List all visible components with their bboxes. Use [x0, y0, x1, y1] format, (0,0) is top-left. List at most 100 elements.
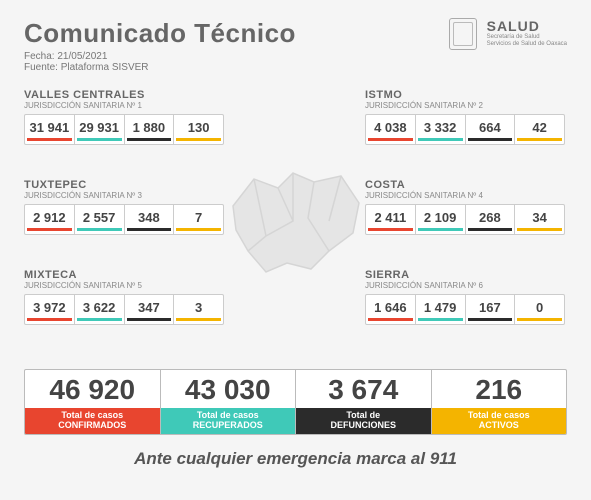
region-cell-value: 268 [468, 210, 513, 225]
region-cell-value: 1 880 [127, 120, 172, 135]
total-label: Total de casosRECUPERADOS [161, 408, 296, 434]
cell-underline [517, 228, 562, 231]
cell-underline [468, 318, 513, 321]
region-jurisdiction: JURISDICCIÓN SANITARIA Nº 6 [365, 281, 565, 290]
total-card: 216 Total de casosACTIVOS [432, 370, 567, 434]
cell-underline [368, 228, 413, 231]
cell-underline [418, 318, 463, 321]
total-value: 43 030 [161, 376, 296, 404]
region-cell-value: 34 [517, 210, 562, 225]
region-cells: 2 912 2 557 348 7 [24, 204, 224, 235]
cell-underline [368, 318, 413, 321]
region-cell-value: 1 646 [368, 300, 413, 315]
region-cell-value: 3 622 [77, 300, 122, 315]
cell-underline [77, 138, 122, 141]
region-card: VALLES CENTRALESJURISDICCIÓN SANITARIA N… [24, 89, 224, 145]
region-card: SIERRAJURISDICCIÓN SANITARIA Nº 61 6461 … [365, 269, 565, 325]
region-card: MIXTECAJURISDICCIÓN SANITARIA Nº 53 9723… [24, 269, 224, 325]
region-cell: 2 411 [366, 205, 416, 234]
region-cell: 347 [125, 295, 175, 324]
totals-panel: 46 920Total de casosCONFIRMADOS43 030Tot… [24, 369, 567, 435]
cell-underline [176, 318, 221, 321]
region-cell-value: 3 332 [418, 120, 463, 135]
region-cells: 1 646 1 479 167 0 [365, 294, 565, 325]
brand-sub1: Secretaría de Salud [487, 34, 567, 41]
header-left: Comunicado Técnico Fecha: 21/05/2021 Fue… [24, 18, 449, 73]
cell-underline [418, 138, 463, 141]
region-cell-value: 7 [176, 210, 221, 225]
total-label: Total deDEFUNCIONES [296, 408, 431, 434]
cell-underline [27, 138, 72, 141]
region-name: COSTA [365, 179, 565, 191]
region-cell: 3 332 [416, 115, 466, 144]
region-jurisdiction: JURISDICCIÓN SANITARIA Nº 4 [365, 191, 565, 200]
brand-sub2: Servicios de Salud de Oaxaca [487, 41, 567, 48]
cell-underline [368, 138, 413, 141]
page-title: Comunicado Técnico [24, 18, 449, 49]
region-cell: 664 [466, 115, 516, 144]
footer-text: Ante cualquier emergencia marca al 911 [0, 449, 591, 469]
cell-underline [176, 228, 221, 231]
region-card: TUXTEPECJURISDICCIÓN SANITARIA Nº 32 912… [24, 179, 224, 235]
region-cell-value: 4 038 [368, 120, 413, 135]
region-name: VALLES CENTRALES [24, 89, 224, 101]
region-cell-value: 2 912 [27, 210, 72, 225]
regions-area: VALLES CENTRALES JURISDICCIÓN SANITARIA N… [0, 81, 591, 361]
region-cell-value: 2 109 [418, 210, 463, 225]
cell-underline [27, 318, 72, 321]
region-cell: 34 [515, 205, 564, 234]
header: Comunicado Técnico Fecha: 21/05/2021 Fue… [0, 0, 591, 81]
region-jurisdiction: JURISDICCIÓN SANITARIA Nº 2 [365, 101, 565, 110]
region-cell-value: 3 972 [27, 300, 72, 315]
cell-underline [127, 138, 172, 141]
region-cell: 3 [174, 295, 223, 324]
region-cell-value: 0 [517, 300, 562, 315]
cell-underline [517, 138, 562, 141]
region-cell: 130 [174, 115, 223, 144]
region-cell: 2 109 [416, 205, 466, 234]
cell-underline [517, 318, 562, 321]
region-cell-value: 1 479 [418, 300, 463, 315]
cell-underline [176, 138, 221, 141]
cell-underline [468, 138, 513, 141]
region-cell: 7 [174, 205, 223, 234]
brand-name: SALUD [487, 18, 567, 34]
total-value: 216 [432, 376, 567, 404]
source-label: Fuente: Plataforma SISVER [24, 62, 449, 73]
region-cell: 268 [466, 205, 516, 234]
region-cell: 348 [125, 205, 175, 234]
region-cell: 0 [515, 295, 564, 324]
region-cell-value: 42 [517, 120, 562, 135]
total-value: 3 674 [296, 376, 431, 404]
region-cell-value: 2 557 [77, 210, 122, 225]
cell-underline [77, 228, 122, 231]
region-cell-value: 348 [127, 210, 172, 225]
total-label: Total de casosACTIVOS [432, 408, 567, 434]
total-card: 3 674 Total deDEFUNCIONES [296, 370, 432, 434]
region-cells: 3 972 3 622 3473 [24, 294, 224, 325]
crest-icon [449, 18, 477, 50]
region-cell: 3 622 [75, 295, 125, 324]
region-cell: 31 941 [25, 115, 75, 144]
region-cell-value: 167 [468, 300, 513, 315]
date-label: Fecha: 21/05/2021 [24, 51, 449, 62]
header-right: SALUD Secretaría de Salud Servicios de S… [449, 18, 567, 50]
region-name: ISTMO [365, 89, 565, 101]
cell-underline [27, 228, 72, 231]
region-cells: 4 038 3 33266442 [365, 114, 565, 145]
region-cell: 2 557 [75, 205, 125, 234]
region-cells: 2 411 2 109 268 34 [365, 204, 565, 235]
region-cell-value: 31 941 [27, 120, 72, 135]
region-name: TUXTEPEC [24, 179, 224, 191]
region-cell: 1 646 [366, 295, 416, 324]
region-name: MIXTECA [24, 269, 224, 281]
region-cells: 31 941 29 931 1 880130 [24, 114, 224, 145]
region-cell-value: 29 931 [77, 120, 122, 135]
region-jurisdiction: JURISDICCIÓN SANITARIA Nº 5 [24, 281, 224, 290]
region-cell-value: 347 [127, 300, 172, 315]
region-name: SIERRA [365, 269, 565, 281]
region-cell-value: 2 411 [368, 210, 413, 225]
cell-underline [127, 318, 172, 321]
map-icon [221, 146, 371, 296]
region-cell: 29 931 [75, 115, 125, 144]
